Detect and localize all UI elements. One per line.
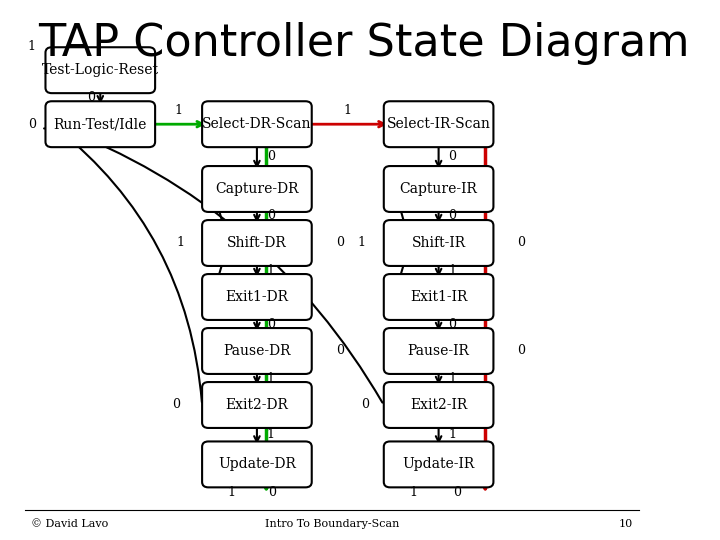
- Text: 1: 1: [228, 486, 236, 500]
- Text: Exit1-IR: Exit1-IR: [410, 290, 467, 304]
- Text: 1: 1: [343, 104, 352, 117]
- FancyBboxPatch shape: [384, 328, 493, 374]
- Text: Pause-IR: Pause-IR: [408, 344, 469, 358]
- FancyBboxPatch shape: [202, 274, 312, 320]
- Text: 0: 0: [449, 318, 456, 330]
- Text: Exit1-DR: Exit1-DR: [225, 290, 289, 304]
- Text: TAP Controller State Diagram: TAP Controller State Diagram: [37, 22, 689, 65]
- Text: Shift-IR: Shift-IR: [412, 236, 466, 250]
- FancyBboxPatch shape: [384, 220, 493, 266]
- Text: Test-Logic-Reset: Test-Logic-Reset: [42, 63, 159, 77]
- Text: Update-DR: Update-DR: [218, 457, 296, 471]
- Text: Capture-DR: Capture-DR: [215, 182, 299, 196]
- FancyBboxPatch shape: [384, 442, 493, 487]
- Text: Capture-IR: Capture-IR: [400, 182, 477, 196]
- Text: Intro To Boundary-Scan: Intro To Boundary-Scan: [265, 519, 400, 529]
- Text: 0: 0: [266, 318, 275, 330]
- Text: 0: 0: [454, 486, 462, 500]
- Text: 0: 0: [266, 210, 275, 222]
- Text: 0: 0: [27, 118, 36, 131]
- Text: 1: 1: [27, 39, 36, 53]
- Text: Select-DR-Scan: Select-DR-Scan: [202, 117, 312, 131]
- Text: 0: 0: [449, 150, 456, 163]
- FancyBboxPatch shape: [202, 382, 312, 428]
- Text: 0: 0: [518, 237, 526, 249]
- Text: 1: 1: [266, 428, 275, 441]
- FancyBboxPatch shape: [384, 382, 493, 428]
- Text: 1: 1: [176, 237, 184, 249]
- Text: Pause-DR: Pause-DR: [223, 344, 291, 358]
- Text: © David Lavo: © David Lavo: [32, 519, 109, 529]
- Text: Exit2-DR: Exit2-DR: [225, 398, 288, 412]
- Text: 10: 10: [618, 519, 633, 529]
- FancyBboxPatch shape: [202, 328, 312, 374]
- Text: Update-IR: Update-IR: [402, 457, 474, 471]
- Text: Exit2-IR: Exit2-IR: [410, 398, 467, 412]
- Text: 0: 0: [269, 486, 276, 500]
- Text: 0: 0: [518, 345, 526, 357]
- Text: Run-Test/Idle: Run-Test/Idle: [53, 117, 147, 131]
- Text: Shift-DR: Shift-DR: [227, 236, 287, 250]
- Text: 1: 1: [410, 486, 418, 500]
- FancyBboxPatch shape: [202, 102, 312, 147]
- FancyBboxPatch shape: [202, 166, 312, 212]
- Text: 1: 1: [266, 264, 275, 276]
- Text: Select-IR-Scan: Select-IR-Scan: [387, 117, 490, 131]
- Text: 1: 1: [266, 372, 275, 384]
- FancyBboxPatch shape: [45, 102, 155, 147]
- Text: 0: 0: [172, 399, 180, 411]
- FancyBboxPatch shape: [202, 220, 312, 266]
- Text: 1: 1: [449, 264, 456, 276]
- Text: 1: 1: [358, 237, 366, 249]
- Text: 0: 0: [336, 345, 344, 357]
- FancyBboxPatch shape: [384, 166, 493, 212]
- Text: 0: 0: [449, 210, 456, 222]
- Text: 1: 1: [175, 104, 183, 117]
- FancyBboxPatch shape: [45, 47, 155, 93]
- Text: 1: 1: [449, 372, 456, 384]
- FancyBboxPatch shape: [384, 274, 493, 320]
- Text: 0: 0: [266, 150, 275, 163]
- FancyBboxPatch shape: [384, 102, 493, 147]
- Text: 0: 0: [336, 237, 344, 249]
- Text: 0: 0: [87, 91, 95, 104]
- Text: 1: 1: [449, 428, 456, 441]
- FancyBboxPatch shape: [202, 442, 312, 487]
- Text: 0: 0: [361, 399, 369, 411]
